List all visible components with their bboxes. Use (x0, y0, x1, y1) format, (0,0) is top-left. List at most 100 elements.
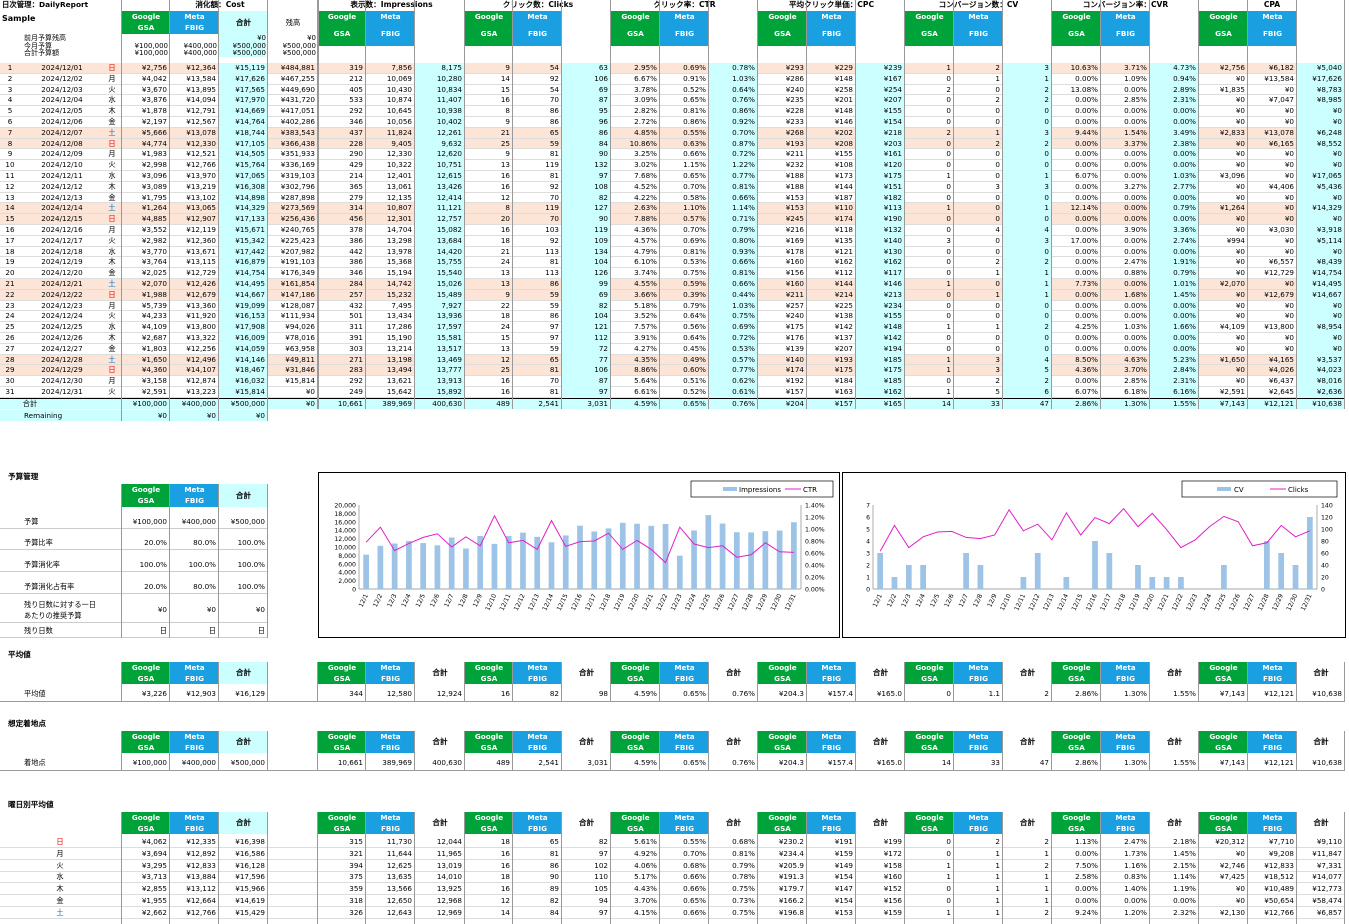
data-cell[interactable]: 0.45% (683, 343, 706, 353)
data-cell[interactable]: ¥3,158 (141, 376, 167, 386)
data-cell[interactable]: 0.65% (683, 171, 706, 180)
weekday-cell[interactable]: ¥159 (883, 907, 902, 917)
data-cell[interactable]: 12,330 (386, 149, 412, 159)
data-cell[interactable]: ¥157 (785, 387, 804, 396)
budget-mgmt-cell[interactable]: 100.0% (139, 560, 167, 569)
summary-cell[interactable]: ¥165.0 (876, 689, 902, 698)
weekday-cell[interactable]: ¥16,128 (235, 860, 265, 870)
data-cell[interactable]: ¥0 (1235, 95, 1245, 105)
data-cell[interactable]: 24 (500, 257, 510, 267)
data-cell[interactable]: ¥239 (856, 63, 905, 74)
data-cell[interactable]: 3.74% (634, 268, 657, 278)
data-cell[interactable]: ¥140 (856, 235, 905, 247)
data-cell[interactable]: ¥0 (1284, 192, 1294, 202)
data-cell[interactable]: ¥8,552 (1297, 138, 1345, 150)
data-cell[interactable]: 16 (500, 387, 510, 396)
data-cell[interactable]: 0.00% (1075, 106, 1098, 116)
data-cell[interactable]: ¥140 (785, 354, 804, 364)
data-cell[interactable]: 70 (549, 192, 559, 202)
data-cell[interactable]: ¥167 (856, 73, 905, 85)
data-cell[interactable]: 0.75% (709, 311, 758, 323)
data-cell[interactable]: ¥0 (1284, 235, 1294, 245)
data-cell[interactable]: ¥17,105 (219, 138, 268, 150)
data-cell[interactable]: ¥417,051 (280, 106, 315, 116)
weekday-cell[interactable]: 18 (500, 872, 510, 882)
data-cell[interactable]: ¥155 (834, 149, 853, 159)
data-cell[interactable]: 0.44% (709, 289, 758, 301)
data-cell[interactable]: 1 (946, 171, 951, 180)
data-cell[interactable]: 2.89% (1150, 84, 1199, 96)
data-cell[interactable]: 25 (500, 138, 510, 148)
data-cell[interactable]: ¥12,907 (186, 214, 216, 224)
data-cell[interactable]: ¥0 (1235, 192, 1245, 202)
data-cell[interactable]: 9.44% (1075, 127, 1098, 137)
data-cell[interactable]: 0.75% (683, 268, 706, 278)
weekday-cell[interactable]: ¥16,586 (235, 848, 265, 858)
summary-cell[interactable]: ¥10,638 (1312, 758, 1342, 767)
data-cell[interactable]: 257 (349, 289, 363, 299)
data-cell[interactable]: 1.09% (1124, 73, 1147, 83)
table-row[interactable] (0, 85, 1345, 96)
data-cell[interactable]: 2 (946, 127, 951, 137)
data-cell[interactable]: 0.86% (683, 117, 706, 126)
budget-mgmt-cell[interactable]: 日 (208, 626, 216, 635)
weekday-cell[interactable]: ¥166.2 (778, 896, 804, 905)
data-cell[interactable]: 429 (349, 160, 363, 170)
data-cell[interactable]: 0.00% (1150, 333, 1199, 344)
data-cell[interactable]: 0.70% (683, 181, 706, 191)
data-cell[interactable]: 1.15% (683, 160, 706, 170)
data-cell[interactable]: 1 (946, 354, 951, 364)
data-cell[interactable]: 1.03% (1150, 171, 1199, 182)
data-cell[interactable]: ¥142 (856, 333, 905, 344)
summary-cell[interactable]: 0 (946, 689, 951, 698)
data-cell[interactable]: 1 (946, 203, 951, 213)
data-cell[interactable]: ¥111,934 (280, 311, 315, 321)
data-cell[interactable]: ¥0 (1297, 192, 1345, 204)
data-cell[interactable]: 2 (946, 84, 951, 94)
data-cell[interactable]: 10.63% (1070, 63, 1098, 72)
data-cell[interactable]: ¥182 (856, 192, 905, 204)
data-cell[interactable]: ¥175 (856, 171, 905, 182)
data-cell[interactable]: ¥4,233 (141, 311, 167, 321)
data-cell[interactable]: ¥12,119 (186, 225, 216, 234)
data-cell[interactable]: ¥2,636 (1297, 387, 1345, 398)
data-cell[interactable]: ¥6,557 (1268, 257, 1294, 267)
data-cell[interactable]: 0.00% (1150, 311, 1199, 323)
data-cell[interactable]: ¥175 (785, 322, 804, 332)
data-cell[interactable]: ¥1,264 (141, 203, 167, 213)
data-cell[interactable]: 11,121 (415, 203, 465, 215)
data-cell[interactable]: 228 (349, 138, 363, 148)
data-cell[interactable]: 0.59% (683, 279, 706, 288)
data-cell[interactable]: ¥144 (834, 279, 853, 288)
budget-mgmt-cell[interactable]: ¥500,000 (230, 517, 265, 526)
data-cell[interactable]: ¥13,800 (186, 322, 216, 332)
data-cell[interactable]: 15,232 (386, 289, 412, 299)
data-cell[interactable]: 0 (995, 333, 1000, 342)
data-cell[interactable]: 0.57% (683, 214, 706, 224)
data-cell[interactable]: ¥0 (1235, 268, 1245, 278)
data-cell[interactable]: 12,615 (415, 171, 465, 182)
data-cell[interactable]: ¥156 (785, 268, 804, 278)
data-cell[interactable]: ¥161 (856, 149, 905, 161)
data-cell[interactable]: ¥6,248 (1297, 127, 1345, 139)
data-cell[interactable]: 82 (562, 300, 611, 312)
data-cell[interactable]: ¥208 (834, 138, 853, 148)
data-cell[interactable]: 0 (995, 246, 1000, 256)
data-cell[interactable]: 0 (946, 95, 951, 105)
data-cell[interactable]: ¥146 (834, 117, 853, 126)
data-cell[interactable]: 2 (995, 257, 1000, 267)
data-cell[interactable]: ¥207,982 (280, 246, 315, 256)
weekday-cell[interactable]: 1 (995, 896, 1000, 905)
data-cell[interactable]: 0.79% (1150, 203, 1199, 215)
data-cell[interactable]: 15,489 (415, 289, 465, 301)
data-cell[interactable]: 378 (349, 225, 363, 234)
data-cell[interactable]: 7.88% (634, 214, 657, 224)
data-cell[interactable]: 0.00% (1075, 289, 1098, 299)
data-cell[interactable]: ¥128,087 (280, 300, 315, 310)
weekday-cell[interactable]: ¥12,766 (1264, 907, 1294, 917)
data-cell[interactable]: 2.84% (1150, 365, 1199, 377)
data-cell[interactable]: ¥108 (834, 160, 853, 170)
data-cell[interactable]: ¥214 (834, 289, 853, 299)
data-cell[interactable]: ¥0 (1235, 333, 1245, 342)
data-cell[interactable]: ¥229 (834, 63, 853, 72)
